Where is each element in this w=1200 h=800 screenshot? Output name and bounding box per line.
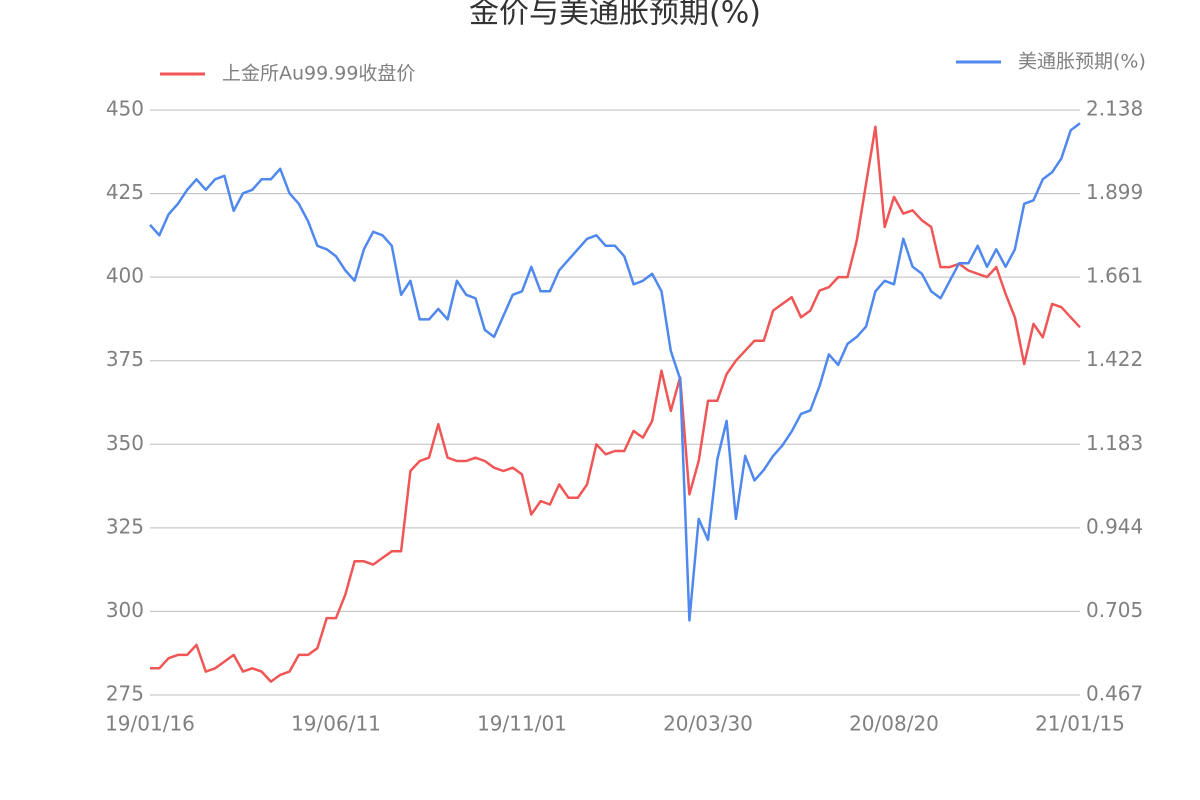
y2-tick-label: 1.899 bbox=[1086, 180, 1143, 204]
x-tick-label: 21/01/15 bbox=[1035, 712, 1125, 736]
y-tick-label: 450 bbox=[106, 97, 144, 121]
x-tick-label: 20/08/20 bbox=[849, 712, 939, 736]
x-tick-label: 20/03/30 bbox=[663, 712, 753, 736]
y2-tick-label: 0.467 bbox=[1086, 682, 1143, 706]
y-tick-label: 350 bbox=[106, 431, 144, 455]
x-tick-label: 19/01/16 bbox=[105, 712, 195, 736]
y2-tick-label: 1.661 bbox=[1086, 263, 1143, 287]
chart-title: 金价与美通胀预期(%) bbox=[469, 0, 761, 31]
y2-tick-label: 1.422 bbox=[1086, 347, 1143, 371]
x-tick-label: 19/11/01 bbox=[477, 712, 567, 736]
y-tick-label: 275 bbox=[106, 682, 144, 706]
legend-label: 上金所Au99.99收盘价 bbox=[222, 63, 415, 85]
line-series bbox=[149, 122, 1081, 622]
y2-tick-label: 0.944 bbox=[1086, 515, 1143, 539]
y2-tick-label: 2.138 bbox=[1086, 97, 1143, 121]
legend-label: 美通胀预期(%) bbox=[1018, 51, 1146, 73]
y-tick-label: 375 bbox=[106, 347, 144, 371]
line-series bbox=[150, 125, 1081, 683]
y-tick-label: 325 bbox=[106, 514, 144, 538]
y2-tick-label: 0.705 bbox=[1086, 598, 1143, 622]
x-tick-label: 19/06/11 bbox=[291, 712, 381, 736]
y-tick-label: 400 bbox=[106, 264, 144, 288]
y2-tick-label: 1.183 bbox=[1086, 431, 1143, 455]
y-tick-label: 425 bbox=[106, 180, 144, 204]
y-tick-label: 300 bbox=[106, 598, 144, 622]
